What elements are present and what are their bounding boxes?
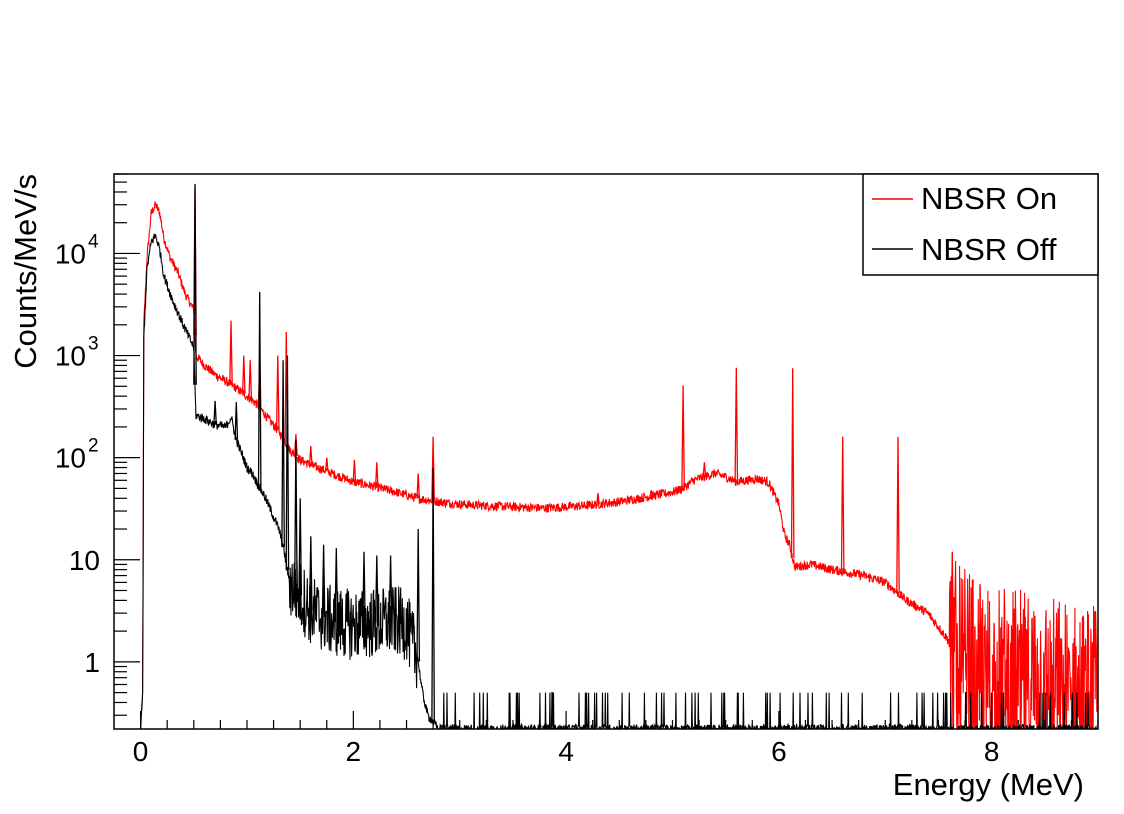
- peak-nbsr-on-2: [241, 355, 246, 394]
- y-tick-label: 1: [84, 647, 100, 678]
- legend-box: [862, 173, 1099, 276]
- x-axis-title: Energy (MeV): [893, 767, 1084, 802]
- peak-nbsr-off-5: [285, 355, 290, 571]
- peak-nbsr-on-20: [840, 436, 845, 572]
- y-tick-exponent: 3: [88, 334, 99, 355]
- peak-nbsr-on-16: [681, 385, 685, 489]
- x-tick-label: 0: [133, 736, 149, 767]
- x-tick-label: 6: [771, 736, 787, 767]
- legend-label-nbsr-off: NBSR Off: [921, 232, 1057, 267]
- peak-nbsr-on-12: [416, 473, 421, 499]
- peak-nbsr-on-7: [294, 434, 298, 456]
- peak-nbsr-on-14: [596, 493, 600, 505]
- y-tick-label: 10: [55, 238, 86, 269]
- peak-nbsr-off-10: [334, 548, 339, 623]
- y-tick-exponent: 4: [88, 231, 99, 252]
- y-axis-title: Counts/MeV/s: [8, 174, 43, 369]
- peak-nbsr-on-17: [702, 462, 707, 477]
- y-tick-label: 10: [55, 443, 86, 474]
- peak-nbsr-on-8: [308, 445, 313, 465]
- peak-nbsr-on-18: [734, 367, 739, 482]
- y-tick-label: 10: [55, 341, 86, 372]
- peak-nbsr-off-7: [298, 498, 303, 596]
- x-tick-label: 8: [984, 736, 1000, 767]
- y-tick-label: 10: [69, 545, 100, 576]
- peak-nbsr-on-19: [790, 368, 795, 559]
- peak-nbsr-off-4: [281, 360, 285, 548]
- peak-nbsr-on-1: [229, 320, 233, 385]
- peak-nbsr-off-12: [374, 555, 379, 623]
- peak-nbsr-off-6: [294, 439, 298, 591]
- x-tick-label: 2: [346, 736, 362, 767]
- peak-nbsr-on-13: [431, 436, 435, 501]
- series-line-nbsr-on: [140, 201, 1098, 729]
- peak-nbsr-on-10: [352, 459, 357, 483]
- legend: NBSR On NBSR Off: [862, 173, 1099, 276]
- peak-nbsr-off-13: [388, 555, 393, 622]
- peak-nbsr-on-9: [324, 457, 329, 472]
- peak-nbsr-off-3: [257, 291, 262, 488]
- peak-nbsr-off-2: [234, 402, 239, 440]
- peak-nbsr-off-8: [308, 536, 313, 611]
- peak-nbsr-on-22: [950, 551, 955, 647]
- peak-nbsr-off-14: [416, 528, 421, 662]
- peak-nbsr-on-3: [248, 360, 253, 399]
- legend-label-nbsr-on: NBSR On: [921, 181, 1057, 216]
- ticks-layer: [114, 173, 1099, 729]
- peak-nbsr-on-15: [649, 490, 654, 497]
- y-tick-exponent: 2: [88, 436, 99, 457]
- series-layer: [140, 183, 1098, 729]
- peak-nbsr-off-9: [321, 544, 326, 618]
- x-tick-label: 4: [558, 736, 574, 767]
- peak-nbsr-on-5: [275, 355, 280, 431]
- peak-nbsr-on-11: [374, 462, 379, 488]
- plot-frame: [113, 173, 1099, 730]
- peak-nbsr-off-11: [362, 551, 366, 625]
- peak-nbsr-off-1: [213, 400, 217, 425]
- peak-nbsr-off-0: [193, 183, 197, 385]
- peak-nbsr-on-21: [896, 436, 900, 594]
- peak-nbsr-on-23: [1058, 638, 1063, 689]
- peak-nbsr-off-15: [431, 467, 435, 723]
